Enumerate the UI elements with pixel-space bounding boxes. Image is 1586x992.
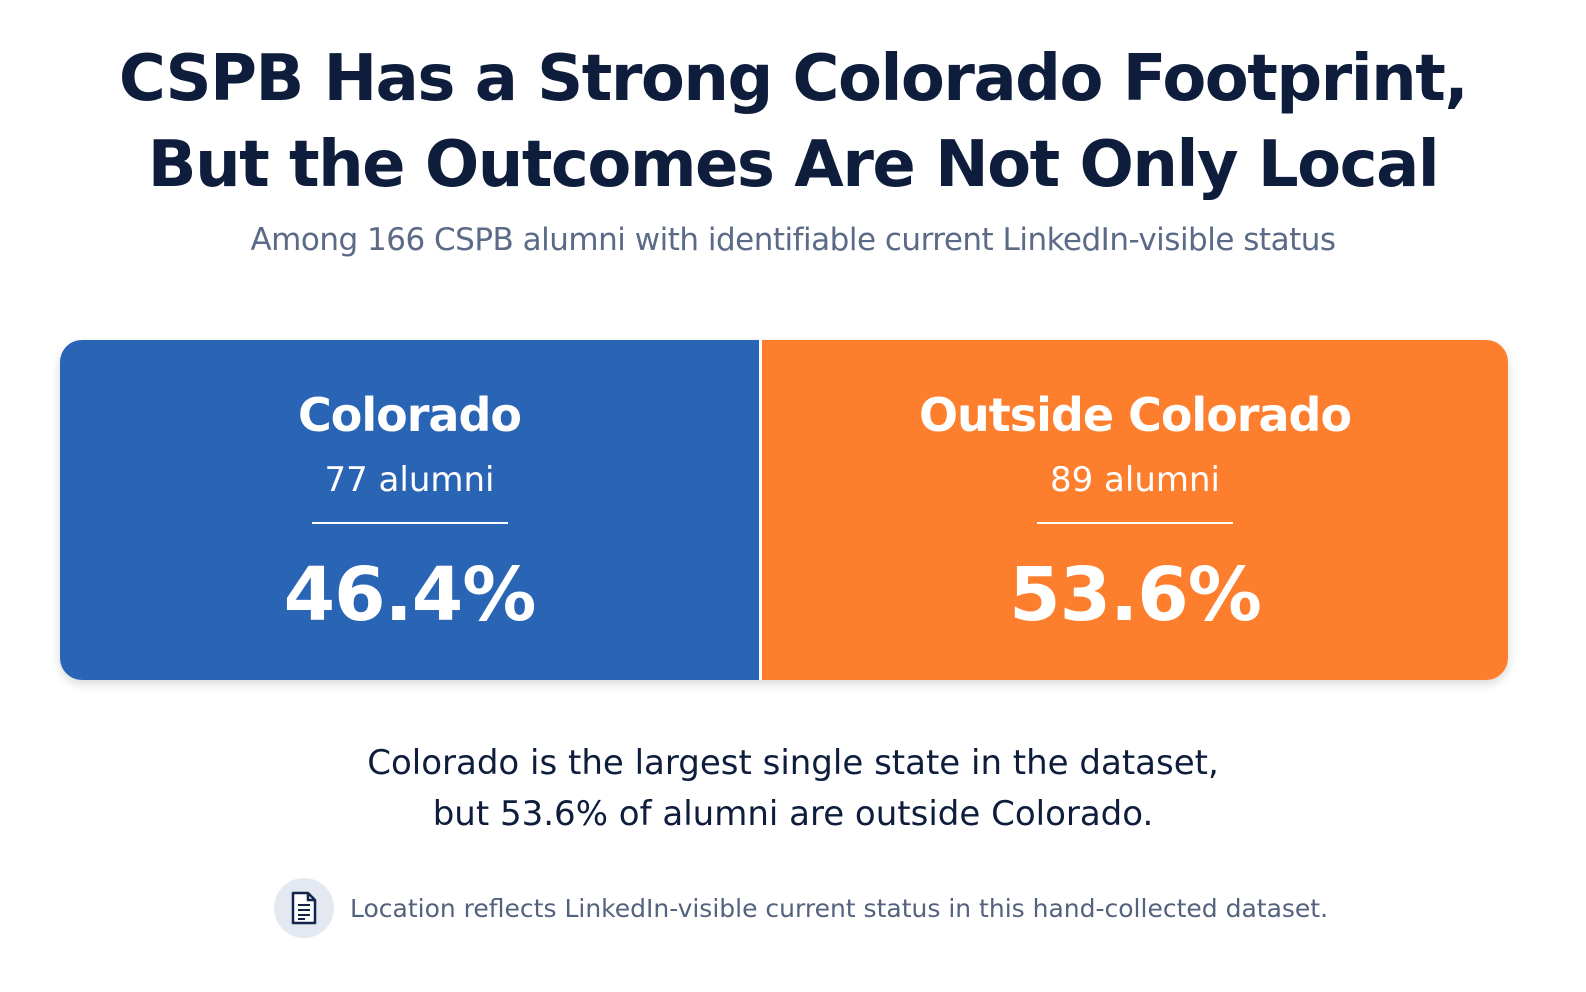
- title-line-2: But the Outcomes Are Not Only Local: [147, 128, 1440, 202]
- segment-colorado: Colorado 77 alumni 46.4%: [60, 340, 759, 680]
- title-line-1: CSPB Has a Strong Colorado Footprint,: [118, 42, 1469, 116]
- subtitle: Among 166 CSPB alumni with identifiable …: [250, 222, 1336, 258]
- document-icon: [274, 878, 334, 938]
- takeaway-line-1: Colorado is the largest single state in …: [367, 743, 1219, 783]
- segment-count: 77 alumni: [324, 460, 495, 500]
- divider: [311, 522, 508, 524]
- segment-label: Outside Colorado: [918, 388, 1352, 442]
- footnote: Location reflects LinkedIn-visible curre…: [274, 878, 1328, 938]
- segment-percent: 53.6%: [1009, 552, 1262, 638]
- segment-count: 89 alumni: [1049, 460, 1221, 500]
- takeaway: Colorado is the largest single state in …: [0, 738, 1586, 840]
- segment-label: Colorado: [298, 388, 522, 442]
- segment-outside-colorado: Outside Colorado 89 alumni 53.6%: [759, 340, 1508, 680]
- takeaway-line-2: but 53.6% of alumni are outside Colorado…: [432, 794, 1154, 834]
- page-title: CSPB Has a Strong Colorado Footprint, Bu…: [0, 36, 1586, 208]
- divider: [1037, 522, 1233, 524]
- footnote-text: Location reflects LinkedIn-visible curre…: [350, 893, 1329, 923]
- proportion-bar: Colorado 77 alumni 46.4% Outside Colorad…: [60, 340, 1508, 680]
- segment-percent: 46.4%: [283, 552, 537, 638]
